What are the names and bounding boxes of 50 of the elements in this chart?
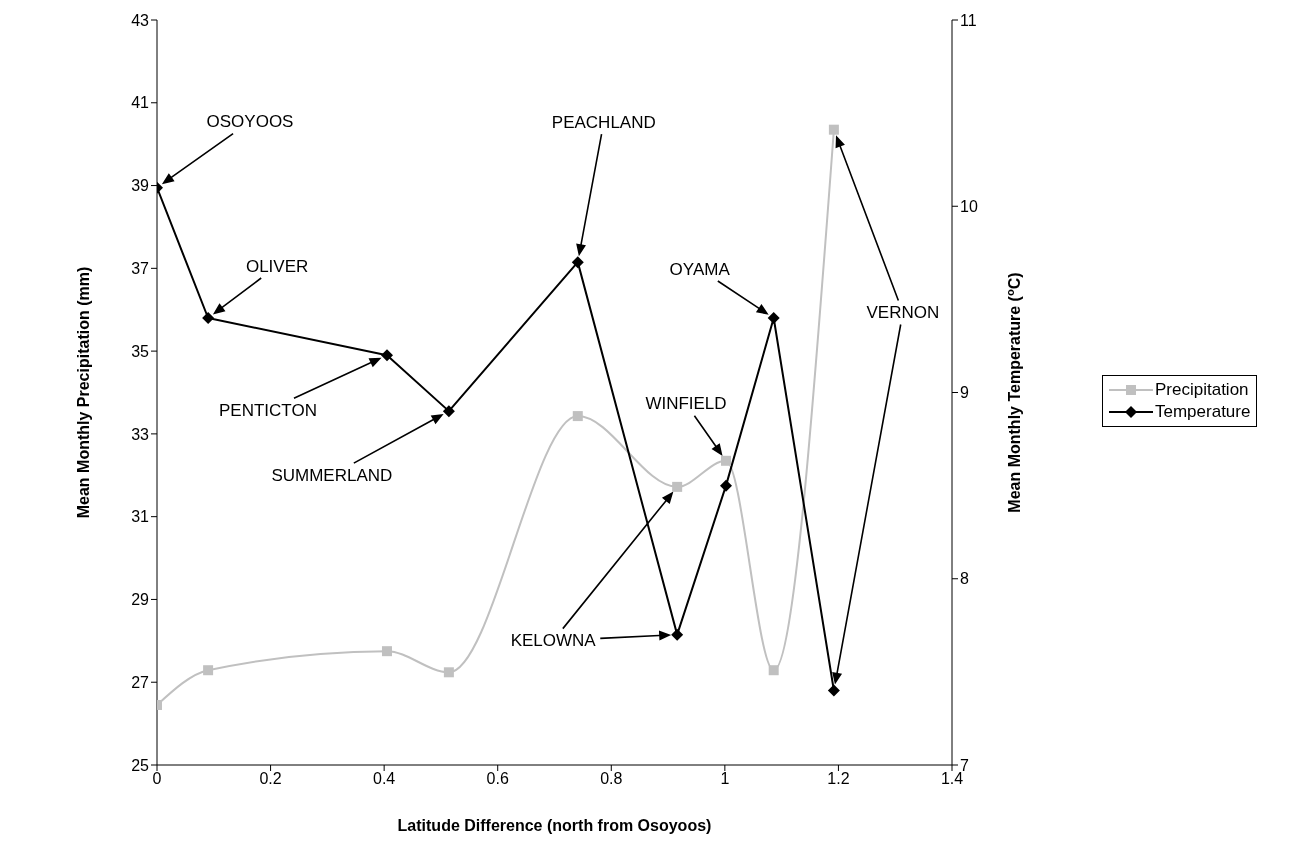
point [442,405,455,418]
y-axis-title: Mean Monthly Precipitation (mm) [75,266,92,519]
x-tick-label: 0.2 [259,770,282,788]
x-tick-label: 1.2 [827,770,850,788]
point [719,479,732,492]
annotation: PEACHLAND [551,112,656,132]
annotation: OLIVER [245,256,309,276]
y-tick-label: 31 [131,508,150,526]
y-tick-label: 29 [131,591,150,609]
point [768,665,779,676]
point [828,124,839,135]
y2-tick-label: 8 [960,570,969,588]
y-tick-label: 37 [131,260,150,278]
point [767,312,780,324]
y2-tick-label: 9 [960,384,969,402]
point [571,256,584,269]
annotation: VERNON [866,303,940,322]
legend-label: Precipitation [1155,378,1249,401]
point [203,665,214,676]
y-tick-label: 35 [131,342,150,360]
point [443,667,454,678]
annotation: SUMMERLAND [271,465,393,485]
y-tick-label: 25 [131,756,150,774]
annotation: KELOWNA [510,631,597,651]
point [827,684,840,697]
legend-label: Temperature [1155,400,1251,423]
annotation: OSOYOOS [206,112,294,132]
x-axis-title: Latitude Difference (north from Osoyoos) [397,817,712,834]
y-tick-label: 27 [131,673,150,691]
y2-tick-label: 10 [960,197,978,215]
annotation: PENTICTON [219,400,317,420]
point [381,646,392,657]
x-tick-label: 0 [152,770,162,788]
y-tick-label: 43 [131,11,150,29]
x-tick-label: 0.4 [373,770,396,788]
y-tick-label: 41 [131,94,150,112]
point [720,455,731,466]
point [671,628,684,641]
x-tick-label: 0.8 [600,770,623,788]
x-tick-label: 1 [720,770,730,788]
y2-tick-label: 11 [960,11,977,29]
x-tick-label: 0.6 [486,770,509,788]
annotation: OYAMA [669,259,731,279]
y-tick-label: 39 [131,177,150,195]
point [202,312,215,324]
annotation: WINFIELD [645,394,727,414]
y-tick-label: 33 [131,425,150,443]
point [572,411,583,422]
point [380,349,393,362]
point [672,481,683,492]
